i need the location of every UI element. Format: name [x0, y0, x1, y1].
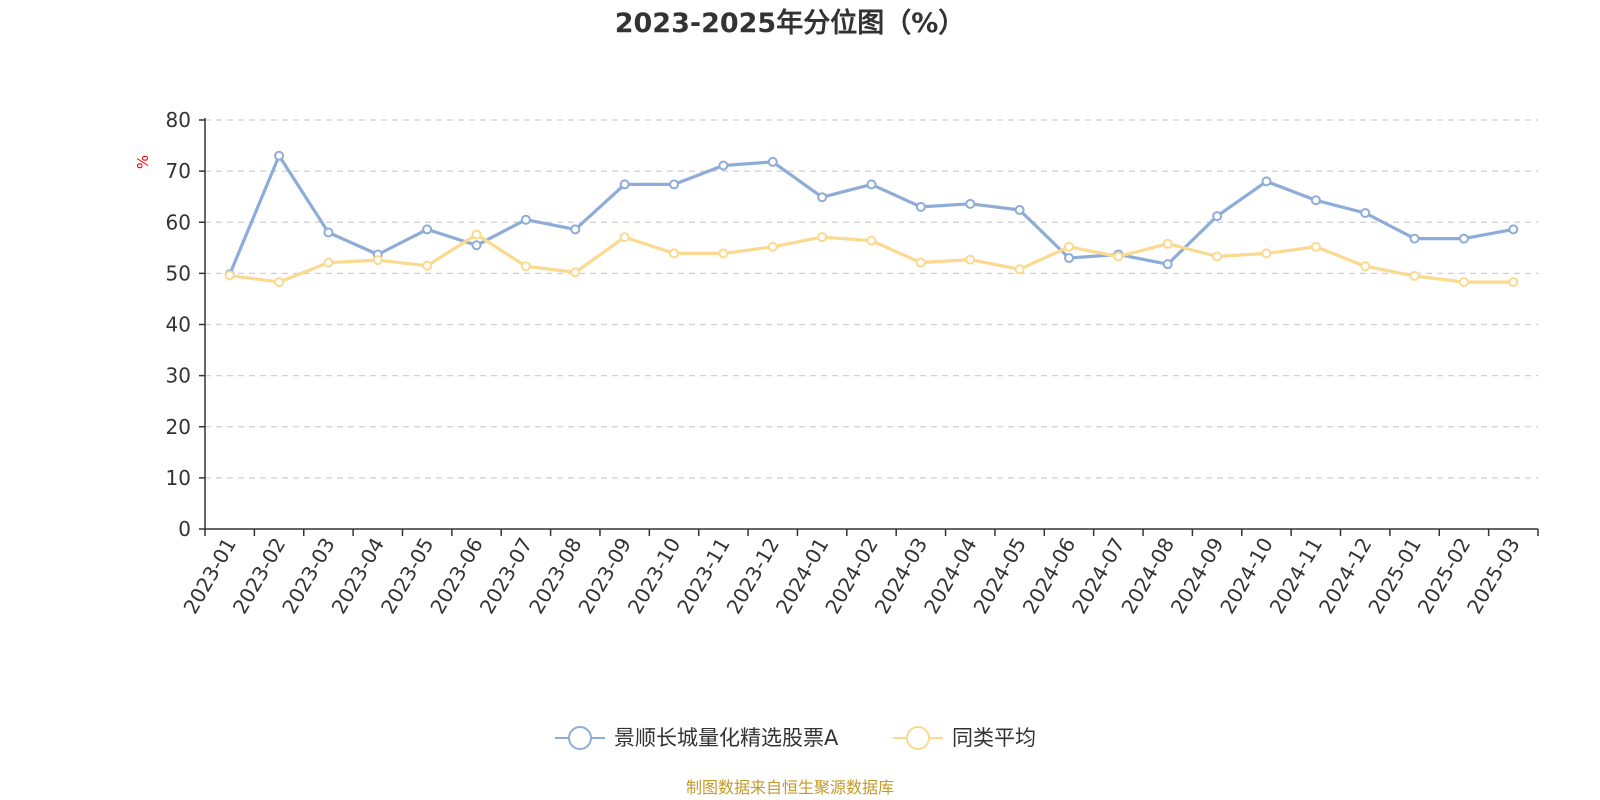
data-point[interactable]: [520, 214, 531, 225]
data-point[interactable]: [965, 198, 976, 209]
chart-title: 2023-2025年分位图（%）: [615, 7, 966, 39]
data-point[interactable]: [274, 150, 285, 161]
data-point[interactable]: [619, 232, 630, 243]
data-point[interactable]: [1310, 241, 1321, 252]
data-point[interactable]: [1113, 251, 1124, 262]
data-point[interactable]: [915, 201, 926, 212]
data-point[interactable]: [1212, 211, 1223, 222]
y-tick-label: 50: [166, 261, 191, 285]
data-point[interactable]: [323, 257, 334, 268]
grid: [205, 119, 1538, 479]
data-point[interactable]: [1014, 264, 1025, 275]
y-tick-label: 40: [166, 313, 191, 337]
data-point[interactable]: [1212, 251, 1223, 262]
data-point[interactable]: [1508, 277, 1519, 288]
legend-label: 同类平均: [952, 726, 1036, 750]
data-point[interactable]: [1063, 241, 1074, 252]
data-point[interactable]: [1063, 253, 1074, 264]
data-point[interactable]: [1310, 195, 1321, 206]
data-point[interactable]: [1014, 204, 1025, 215]
data-point[interactable]: [866, 179, 877, 190]
data-point[interactable]: [1360, 261, 1371, 272]
data-point[interactable]: [718, 248, 729, 259]
y-tick-label: 30: [166, 364, 191, 388]
data-point[interactable]: [224, 270, 235, 281]
data-point[interactable]: [767, 241, 778, 252]
data-point[interactable]: [866, 235, 877, 246]
data-point[interactable]: [718, 160, 729, 171]
data-point[interactable]: [1162, 259, 1173, 270]
data-point[interactable]: [1409, 233, 1420, 244]
y-tick-label: 10: [166, 466, 191, 490]
data-point[interactable]: [1508, 224, 1519, 235]
data-point[interactable]: [274, 277, 285, 288]
data-point[interactable]: [1261, 176, 1272, 187]
y-axis-unit: %: [134, 155, 152, 169]
data-point[interactable]: [817, 232, 828, 243]
data-point[interactable]: [817, 192, 828, 203]
data-point[interactable]: [915, 257, 926, 268]
y-tick-label: 20: [166, 415, 191, 439]
y-tick-label: 0: [178, 517, 191, 541]
series-line: [228, 154, 1514, 276]
data-point[interactable]: [471, 229, 482, 240]
data-point[interactable]: [422, 224, 433, 235]
data-point[interactable]: [669, 179, 680, 190]
y-tick-label: 80: [166, 108, 191, 132]
axes: 010203040506070802023-012023-022023-0320…: [166, 108, 1539, 618]
y-tick-label: 60: [166, 210, 191, 234]
data-point[interactable]: [422, 260, 433, 271]
data-point[interactable]: [1261, 248, 1272, 259]
legend-item[interactable]: 同类平均: [893, 726, 1036, 750]
legend[interactable]: 景顺长城量化精选股票A 同类平均: [555, 726, 1036, 750]
series-1: [224, 229, 1519, 288]
data-point[interactable]: [1360, 208, 1371, 219]
legend-item[interactable]: 景顺长城量化精选股票A: [555, 726, 839, 750]
data-point[interactable]: [520, 261, 531, 272]
data-point[interactable]: [323, 227, 334, 238]
data-point[interactable]: [1162, 238, 1173, 249]
data-point[interactable]: [767, 156, 778, 167]
data-point[interactable]: [1458, 277, 1469, 288]
data-point[interactable]: [669, 248, 680, 259]
legend-label: 景顺长城量化精选股票A: [614, 726, 839, 750]
data-point[interactable]: [1409, 270, 1420, 281]
data-point[interactable]: [965, 254, 976, 265]
legend-swatch-circle: [906, 726, 930, 750]
series: [224, 150, 1519, 288]
y-tick-label: 70: [166, 159, 191, 183]
data-point[interactable]: [619, 179, 630, 190]
data-point[interactable]: [570, 224, 581, 235]
legend-swatch-circle: [568, 726, 592, 750]
data-point[interactable]: [372, 255, 383, 266]
data-point[interactable]: [471, 240, 482, 251]
data-source-note: 制图数据来自恒生聚源数据库: [686, 778, 894, 797]
data-point[interactable]: [570, 267, 581, 278]
data-point[interactable]: [1458, 233, 1469, 244]
